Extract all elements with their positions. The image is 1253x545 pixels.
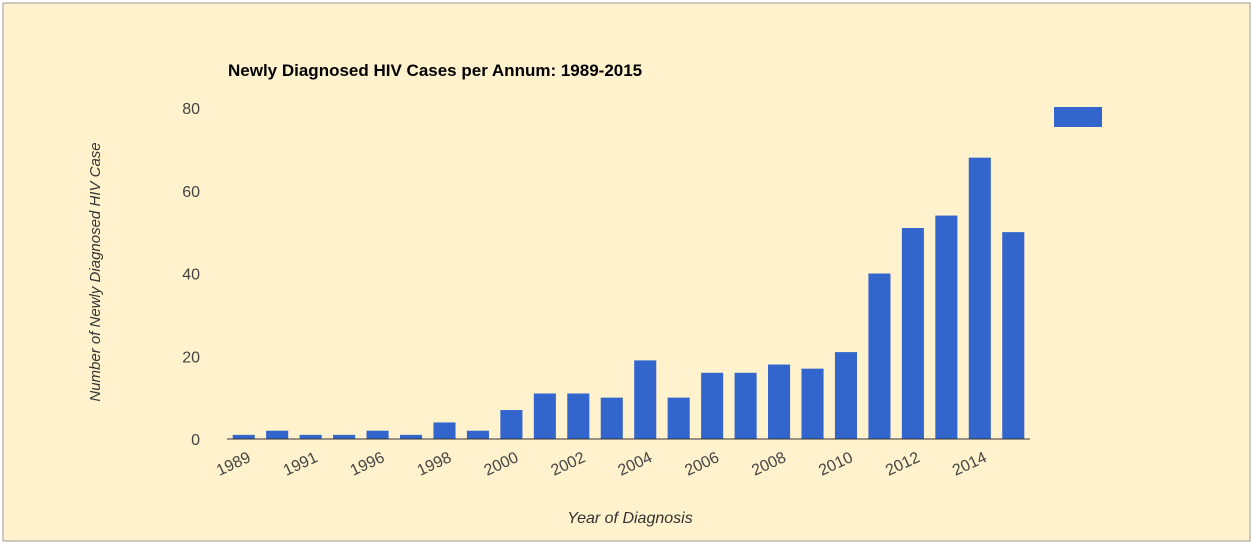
chart-title: Newly Diagnosed HIV Cases per Annum: 198…: [228, 61, 642, 80]
bar: [634, 360, 657, 439]
bar: [1002, 232, 1025, 439]
x-axis-label: Year of Diagnosis: [567, 510, 692, 527]
bar: [868, 273, 891, 439]
bar: [366, 430, 389, 439]
bar: [232, 434, 255, 439]
bar: [433, 422, 456, 439]
bar: [466, 430, 489, 439]
y-tick-label: 60: [182, 184, 200, 201]
y-axis-label: Number of Newly Diagnosed HIV Case: [87, 142, 104, 401]
bar: [667, 397, 690, 439]
bar: [935, 215, 958, 439]
bar: [834, 352, 858, 439]
y-tick-label: 40: [182, 267, 200, 284]
bar: [500, 410, 523, 439]
bar: [399, 434, 423, 439]
bar: [567, 393, 590, 439]
bar: [266, 430, 289, 439]
legend-swatch: [1054, 107, 1102, 127]
bar: [768, 364, 791, 439]
bar: [600, 397, 623, 439]
bar: [968, 157, 991, 439]
bar: [901, 227, 924, 439]
bar: [333, 434, 356, 439]
y-tick-label: 0: [191, 432, 200, 449]
y-tick-label: 80: [182, 101, 200, 118]
bar: [533, 393, 556, 439]
bar: [701, 372, 724, 439]
bar: [734, 372, 757, 439]
bar: [801, 368, 824, 439]
bar: [299, 434, 322, 439]
y-tick-label: 20: [182, 349, 200, 366]
